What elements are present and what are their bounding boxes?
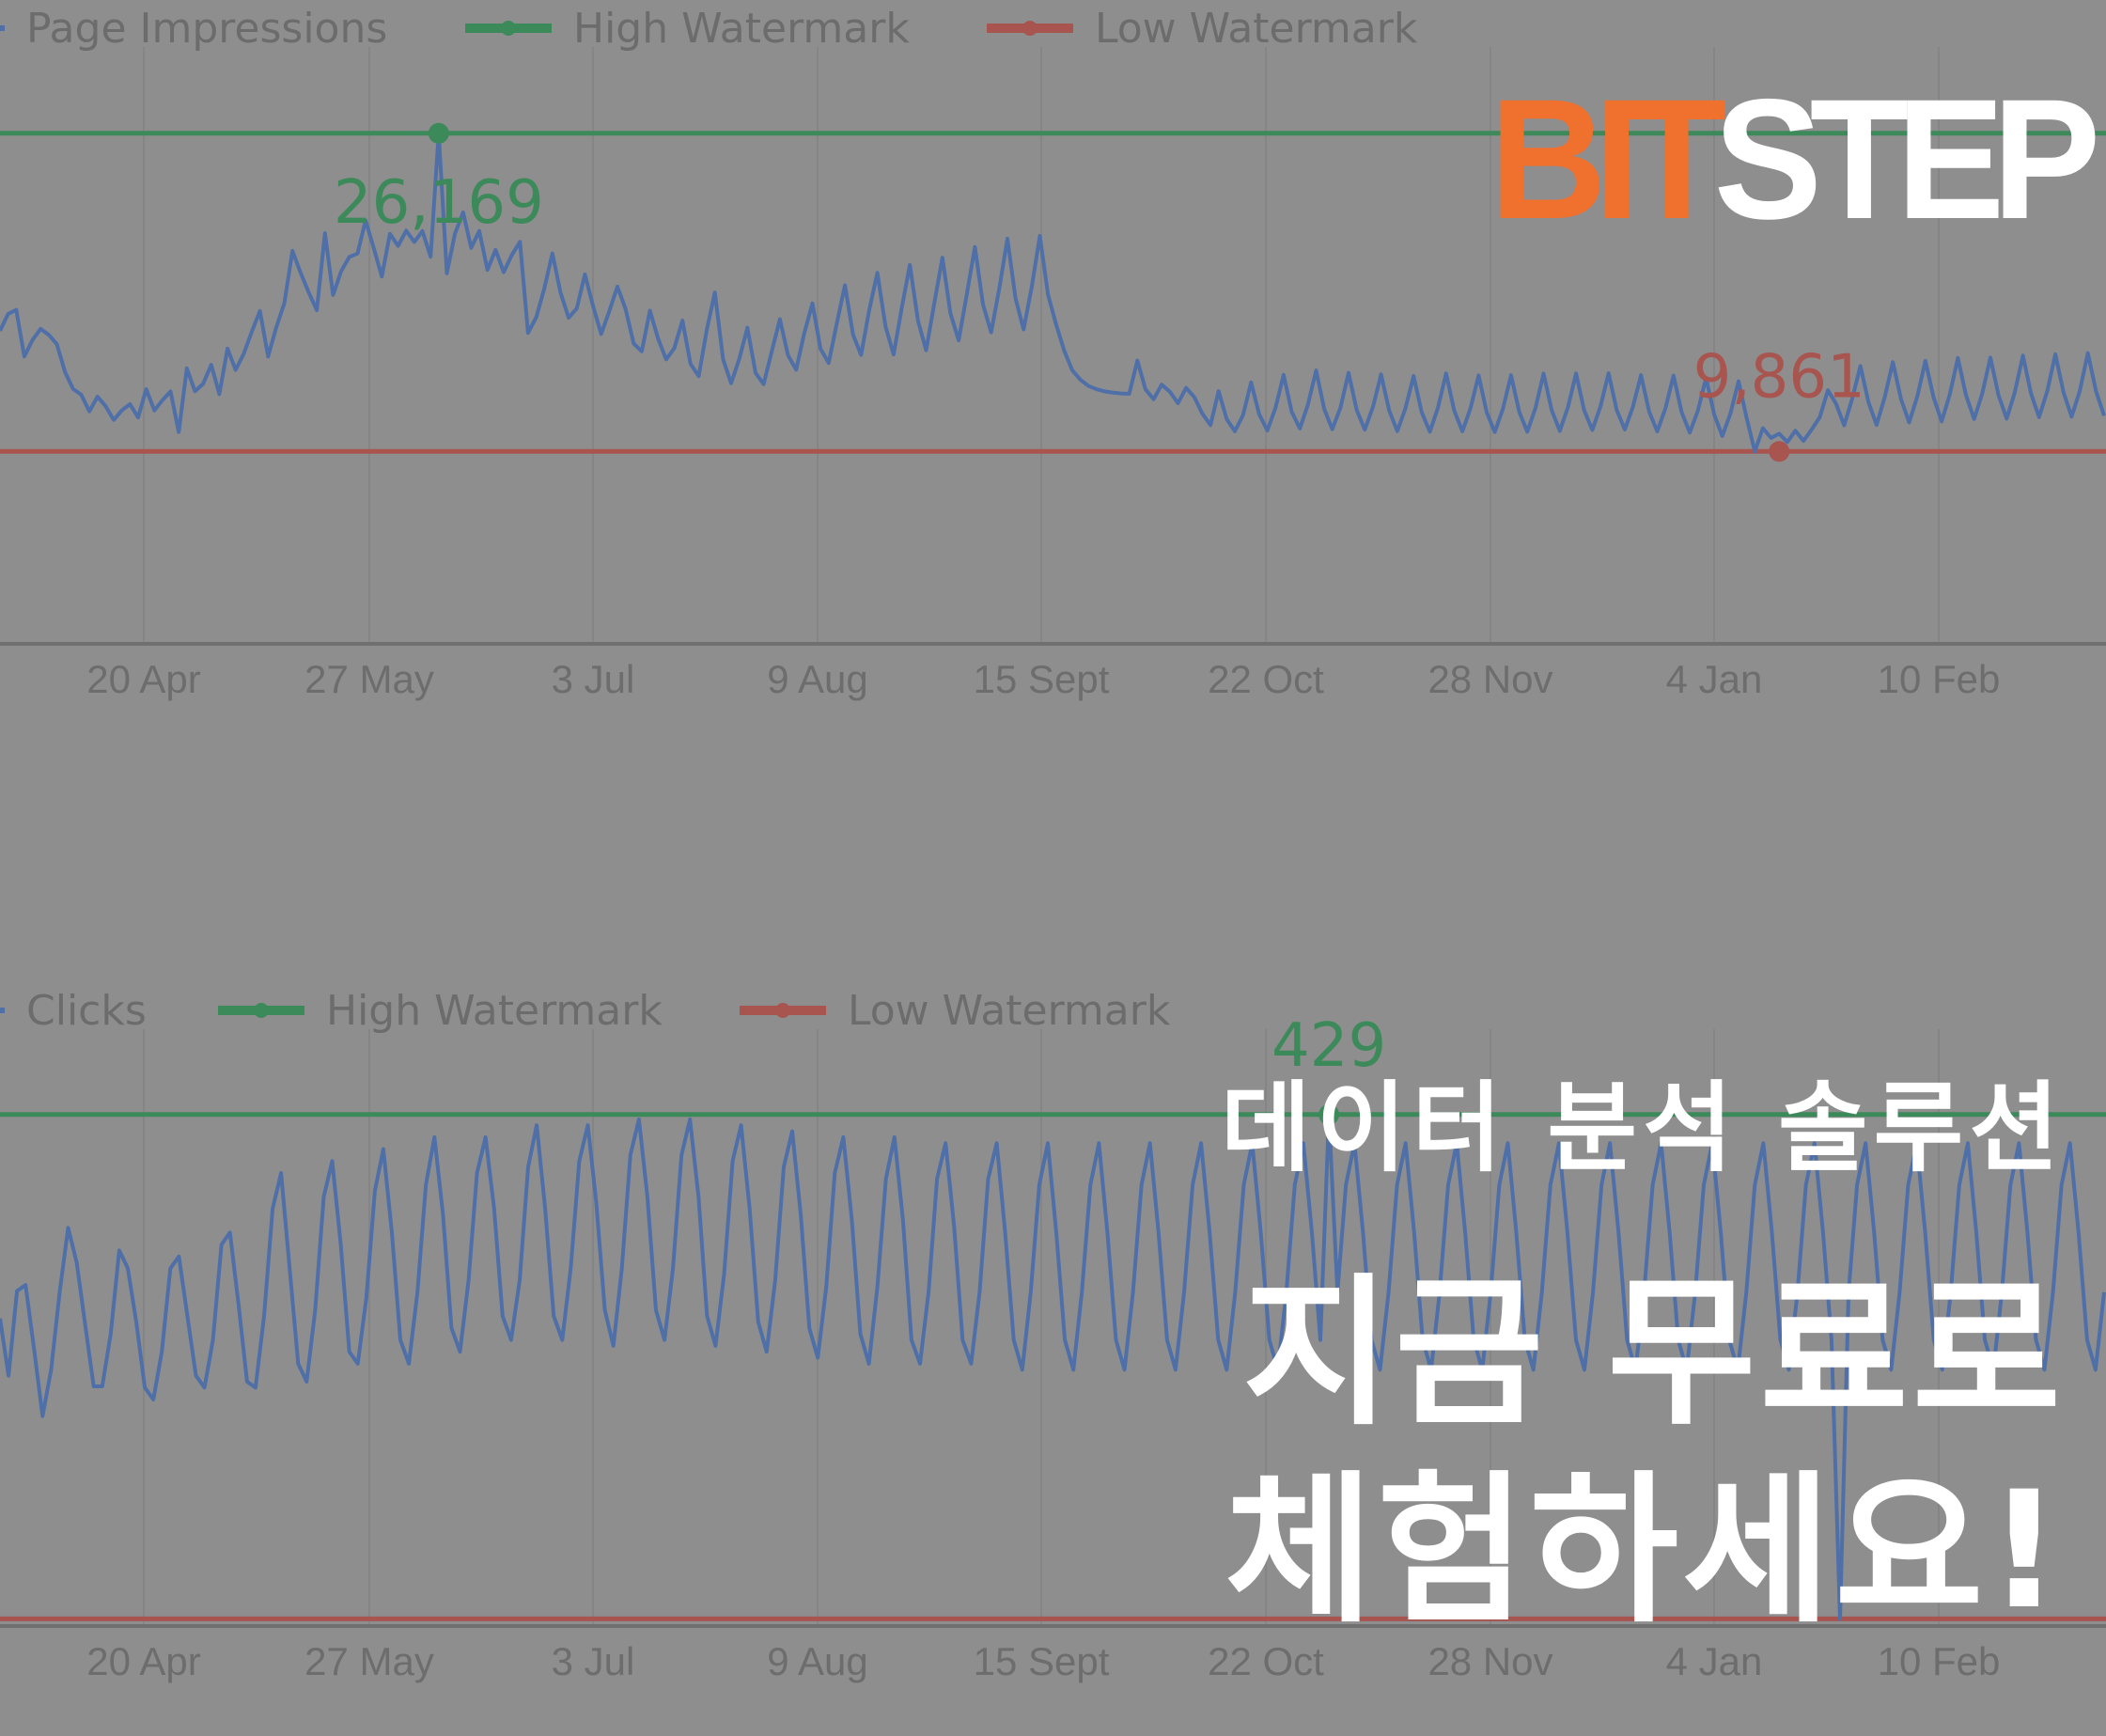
- promo-headline: 지금 무료로 체험하세요!: [1225, 1255, 2065, 1650]
- x-tick-label: 27 May: [304, 1639, 434, 1683]
- low-watermark-point: [1769, 441, 1789, 461]
- legend-high-marker: [254, 1003, 269, 1018]
- x-tick-label: 20 Apr: [86, 657, 200, 701]
- x-tick-label: 22 Oct: [1208, 657, 1324, 701]
- legend-high-label: High Watermark: [326, 987, 663, 1035]
- x-tick-label: 10 Feb: [1878, 657, 2001, 701]
- x-tick-label: 20 Apr: [86, 1639, 200, 1683]
- brand-logo: BITSTEP: [1490, 73, 2088, 244]
- legend-series-label: Page Impressions: [26, 5, 387, 53]
- x-tick-label: 3 Jul: [552, 1639, 635, 1683]
- x-tick-label: 9 Aug: [767, 1639, 867, 1683]
- x-tick-label: 27 May: [304, 657, 434, 701]
- x-tick-label: 28 Nov: [1427, 657, 1552, 701]
- high-watermark-label: 26,169: [334, 168, 544, 238]
- x-tick-label: 9 Aug: [767, 657, 867, 701]
- high-watermark-point: [429, 123, 449, 144]
- promo-headline-line2: 체험하세요!: [1225, 1452, 2065, 1650]
- brand-logo-step: STEP: [1714, 63, 2088, 255]
- promo-headline-line1: 지금 무료로: [1225, 1255, 2065, 1452]
- x-tick-label: 4 Jan: [1666, 657, 1763, 701]
- legend-high-marker: [501, 21, 516, 36]
- low-watermark-label: 9,861: [1693, 342, 1865, 412]
- x-tick-label: 3 Jul: [552, 657, 635, 701]
- legend-low-label: Low Watermark: [848, 987, 1171, 1035]
- x-tick-label: 15 Sept: [974, 657, 1110, 701]
- legend-series-label: Clicks: [26, 987, 147, 1035]
- promo-subtitle: 데이터 분석 솔루션: [1221, 1048, 2065, 1190]
- legend: Page Impressions High Watermark Low Waterm…: [0, 5, 1418, 53]
- brand-logo-bit: BIT: [1490, 63, 1714, 255]
- legend: Clicks High Watermark Low Watermark: [0, 987, 1171, 1035]
- legend-low-label: Low Watermark: [1095, 5, 1418, 53]
- legend-low-marker: [1022, 21, 1037, 36]
- legend-high-label: High Watermark: [573, 5, 910, 53]
- x-tick-label: 15 Sept: [974, 1639, 1110, 1683]
- legend-low-marker: [775, 1003, 790, 1018]
